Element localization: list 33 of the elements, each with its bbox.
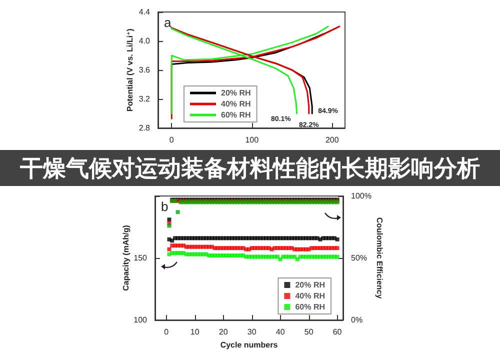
y-axis-title: Potential (V vs. Li/Li⁺)	[126, 28, 134, 112]
annotation: b	[161, 199, 168, 214]
x-tick-label: 0	[169, 136, 174, 144]
x-tick-label: 40	[276, 328, 286, 336]
x-tick-label: 50	[304, 328, 314, 336]
y-axis-title: Capacity (mAh/g)	[121, 224, 130, 291]
y2-axis-title: Coulombic Efficiency	[374, 217, 384, 300]
legend-label: 40% RH	[295, 292, 326, 300]
y2-tick-label: 0%	[351, 316, 363, 324]
y-tick-label: 3.2	[138, 94, 151, 104]
y-tick-label: 2.8	[138, 124, 151, 132]
x-tick-label: 30	[247, 328, 257, 336]
x-tick-label: 200	[325, 136, 340, 144]
x-tick-label: 0	[164, 328, 170, 336]
y-tick-label: 3.6	[138, 66, 151, 74]
annotation: a	[164, 15, 172, 30]
legend-label: 60% RH	[295, 302, 326, 312]
x-tick-label: 60	[332, 328, 342, 336]
legend-label: 20% RH	[295, 280, 326, 290]
y2-tick-label: 50%	[351, 254, 368, 262]
x-tick-label: 20	[218, 328, 228, 336]
y-tick-label: 100	[134, 316, 148, 324]
legend-label: 20% RH	[221, 88, 252, 98]
x-axis-title: Cycle numbers	[220, 340, 278, 350]
x-tick-label: 100	[245, 136, 260, 144]
y-tick-label: 4.4	[138, 8, 151, 16]
legend-label: 40% RH	[221, 100, 252, 108]
legend-label: 60% RH	[221, 110, 252, 120]
y-tick-label: 150	[134, 254, 148, 262]
text: 干燥气候对运动装备材料性能的长期影响分析	[0, 150, 500, 186]
y-tick-label: 4.0	[138, 36, 151, 46]
y2-tick-label: 100%	[351, 192, 372, 200]
x-tick-label: 10	[190, 328, 200, 336]
